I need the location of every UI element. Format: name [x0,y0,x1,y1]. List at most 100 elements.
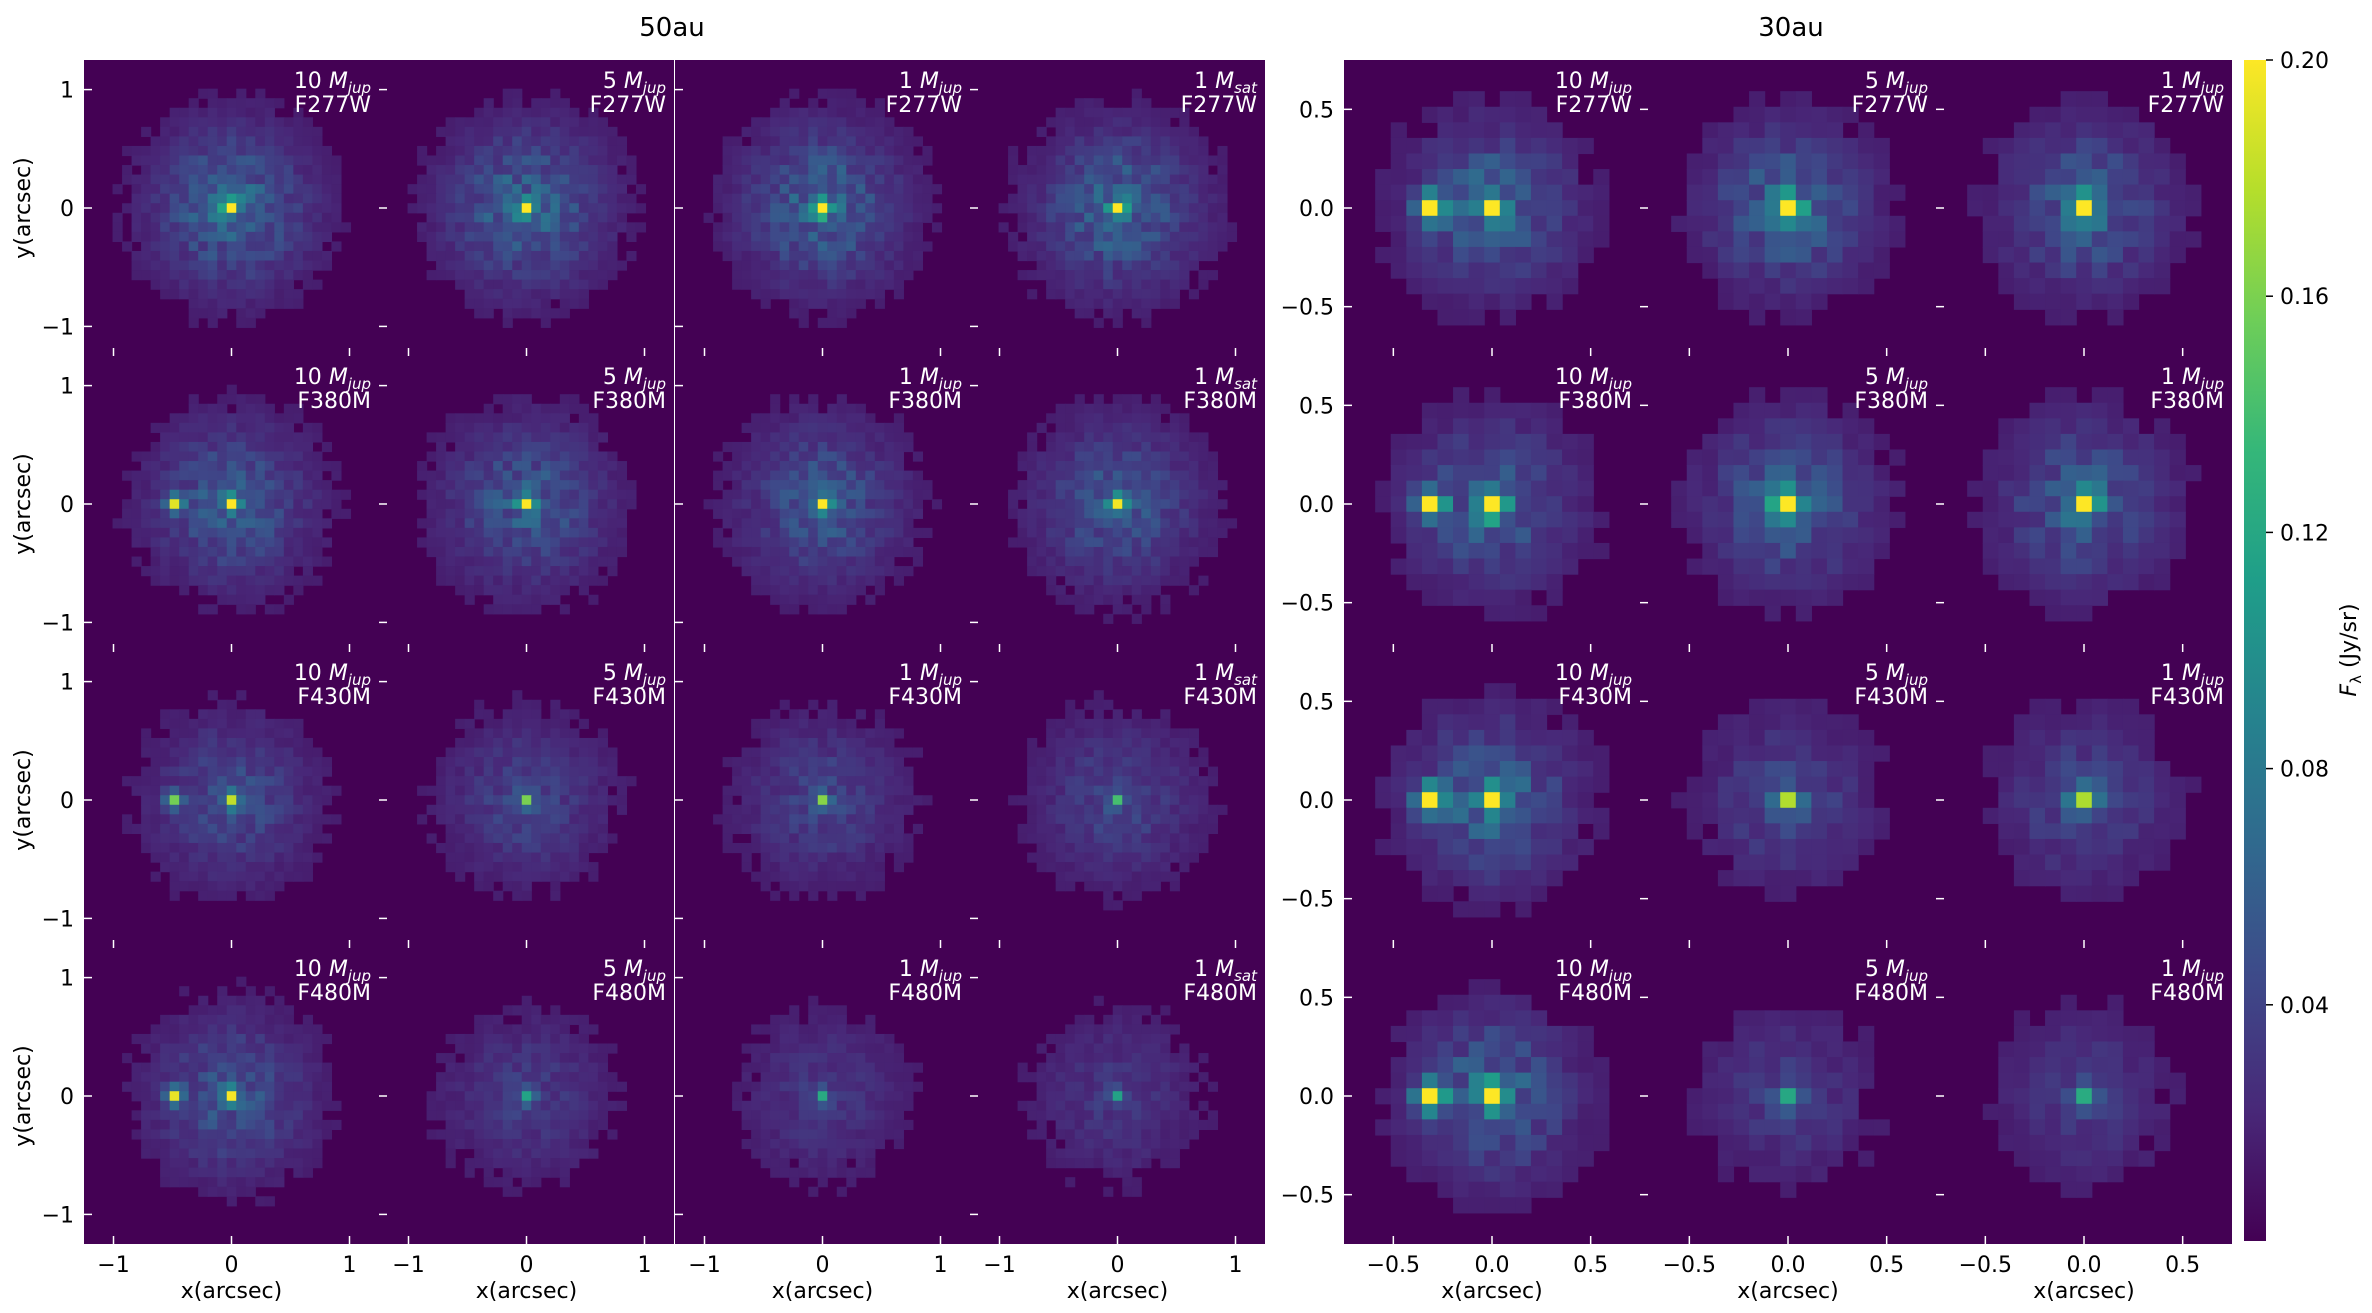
heatmap-cell [521,222,532,233]
heatmap-cell [588,250,599,262]
heatmap-cell [455,537,466,548]
mass-symbol: M [624,661,643,686]
heatmap-cell [874,203,885,214]
heatmap-cell [169,136,180,147]
heatmap-cell [188,422,199,433]
heatmap-cell [865,145,876,157]
heatmap-cell [827,165,838,176]
heatmap-cell [312,575,323,586]
heatmap-cell [217,699,228,710]
heatmap-cell [207,527,218,539]
heatmap-cell [160,231,171,243]
heatmap-cell [483,709,494,720]
mass-unit: jup [641,375,666,393]
heatmap-cell [521,403,532,414]
heatmap-cell [1179,804,1190,815]
heatmap-cell [245,126,256,137]
heatmap-cell [1179,537,1190,548]
heatmap-cell [245,1072,256,1083]
heatmap-cell [597,260,608,271]
heatmap-cell [1017,241,1028,252]
heatmap-cell [198,1033,209,1045]
heatmap-cell [226,995,237,1006]
heatmap-cell [445,814,456,825]
heatmap-cell [1160,518,1171,529]
heatmap-cell [540,98,551,109]
heatmap-cell [531,480,542,491]
heatmap-cell [1150,480,1161,491]
heatmap-cell [1188,250,1199,262]
heatmap-cell [827,480,838,491]
heatmap-cell [531,833,542,844]
heatmap-cell [903,432,914,443]
heatmap-cell [464,155,475,166]
mass-value: 10 [294,661,329,686]
heatmap-cell [874,737,885,749]
heatmap-cell [770,413,781,424]
heatmap-cell [1065,461,1076,472]
heatmap-cell [1169,575,1180,586]
heatmap-cell [198,260,209,271]
heatmap-cell [483,470,494,481]
heatmap-cell [1103,785,1114,796]
heatmap-cell [274,556,285,567]
heatmap-cell [770,776,781,787]
heatmap-cell [817,422,828,433]
heatmap-cell [483,308,494,319]
heatmap-cell [827,250,838,262]
heatmap-cell [1131,480,1142,491]
heatmap-cell [597,842,608,854]
heatmap-cell [436,193,447,204]
heatmap-cell [836,279,847,290]
heatmap-cell [150,451,161,462]
heatmap-cell [1150,795,1161,806]
heatmap-cell [1065,537,1076,548]
heatmap-cell [817,527,828,539]
heatmap-cell [846,260,857,271]
heatmap-cell [188,432,199,443]
heatmap-cell [760,422,771,433]
heatmap-cell [512,537,523,548]
heatmap-cell [1131,757,1142,768]
heatmap-cell [217,594,228,605]
heatmap-cell [1122,575,1133,586]
heatmap-cell [293,728,304,739]
heatmap-cell [207,165,218,176]
heatmap-cell [855,499,866,510]
heatmap-cell [1131,527,1142,539]
heatmap-cell [588,737,599,749]
heatmap-cell [1131,890,1142,901]
heatmap-cell [588,174,599,185]
heatmap-cell [884,117,895,128]
heatmap-cell [455,842,466,854]
heatmap-cell [1112,795,1123,806]
panel-label-50au-r1-c3-mass: 1 Msat [1194,365,1258,393]
heatmap-cell [483,776,494,787]
heatmap-cell [426,546,437,558]
heatmap-cell [732,776,743,787]
heatmap-cell [1093,470,1104,481]
heatmap-cell [512,279,523,290]
heatmap-cell [426,499,437,510]
heatmap-cell [122,1081,133,1092]
heatmap-cell [150,480,161,491]
heatmap-cell [207,489,218,500]
heatmap-cell [893,795,904,806]
heatmap-cell [732,527,743,539]
heatmap-cell [302,165,313,176]
heatmap-cell [846,174,857,185]
heatmap-cell [1188,432,1199,443]
heatmap-cell [874,184,885,195]
heatmap-cell [588,556,599,567]
heatmap-cell [474,422,485,433]
heatmap-cell [827,212,838,223]
heatmap-cell [1008,499,1019,510]
heatmap-cell [1207,451,1219,462]
heatmap-cell [493,193,504,204]
heatmap-cell [798,508,809,519]
heatmap-cell [445,155,456,166]
heatmap-cell [426,527,437,539]
heatmap-cell [912,203,924,214]
heatmap-cell [274,174,285,185]
heatmap-cell [1160,852,1171,863]
